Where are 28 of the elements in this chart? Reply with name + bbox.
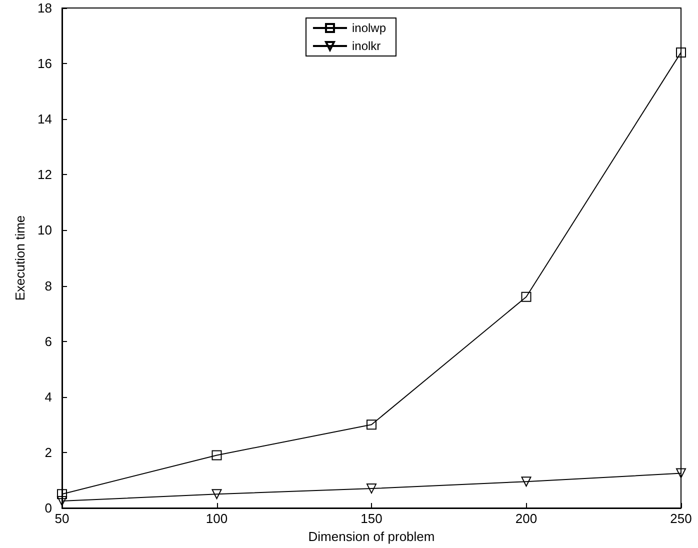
y-tick-label: 0 [44,500,52,516]
y-tick-label: 16 [38,56,52,72]
y-tick-label: 12 [38,167,52,182]
point [521,292,532,302]
x-tick-label: 50 [54,511,70,526]
y-tick-label: 18 [38,0,52,16]
point [676,47,686,58]
legend-label: inolwp [352,21,386,35]
point [521,476,532,487]
point [366,420,376,430]
y-tick-label: 8 [44,278,52,294]
point [212,489,222,500]
x-tick-label: 150 [360,511,382,526]
point [212,450,222,460]
legend-label: inolkr [352,39,381,53]
point [366,484,376,494]
x-tick-label: 200 [515,511,538,526]
point [676,468,686,478]
y-tick-label: 14 [38,112,52,127]
y-tick-label: 10 [38,222,52,238]
x-tick-label: 100 [206,511,228,526]
x-tick-label: 250 [670,511,692,526]
y-tick-label: 4 [44,389,52,404]
x-axis-title: Dimension of problem [308,529,435,544]
point [57,489,67,500]
y-tick-label: 6 [44,334,52,349]
y-axis-title: Execution time [12,215,28,301]
y-tick-label: 2 [44,444,52,460]
